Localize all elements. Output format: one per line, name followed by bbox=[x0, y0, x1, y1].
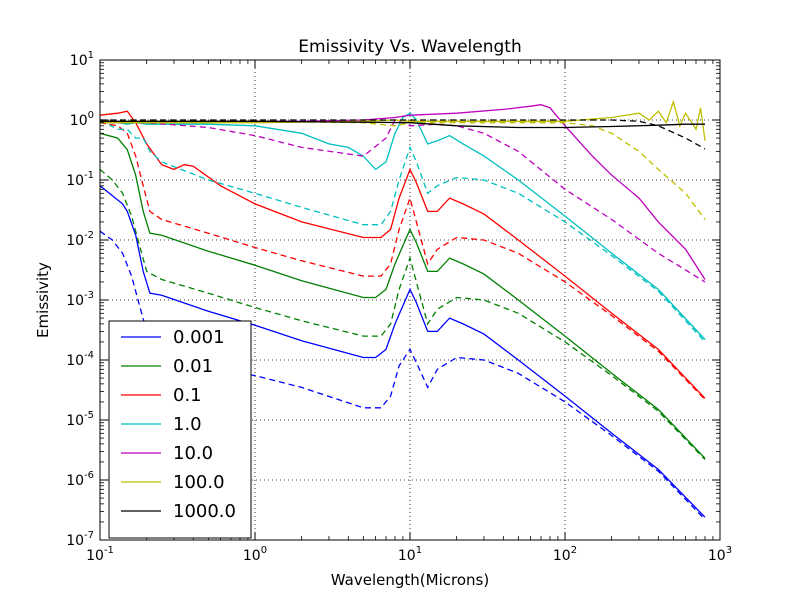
series-1000-0-solid-line bbox=[100, 120, 705, 129]
y-axis-label: Emissivity bbox=[34, 262, 52, 338]
series-100-0-solid-line bbox=[100, 99, 706, 141]
legend-box bbox=[108, 320, 252, 539]
y-tick-label: 101 bbox=[70, 50, 94, 69]
y-tick-label: 10-3 bbox=[66, 290, 94, 309]
chart-title: Emissivity Vs. Wavelength bbox=[298, 37, 522, 57]
legend-label-0-01: 0.01 bbox=[173, 356, 213, 377]
series-0-1-solid-line bbox=[100, 110, 706, 399]
legend-label-1000-0: 1000.0 bbox=[173, 501, 236, 522]
legend-label-100-0: 100.0 bbox=[173, 472, 225, 493]
x-tick-label: 103 bbox=[708, 545, 732, 564]
y-tick-label: 10-7 bbox=[66, 530, 94, 549]
series-100-0-dashed-line bbox=[100, 120, 706, 220]
y-tick-label: 10-5 bbox=[66, 410, 94, 429]
y-tick-label: 10-4 bbox=[66, 350, 94, 369]
y-tick-label: 10-6 bbox=[66, 470, 94, 489]
axis-ticks: 10-1 100 101 102 103 10-7 10-6 10-5 10-4 10-3 10-2… bbox=[66, 50, 732, 564]
legend-label-0-1: 0.1 bbox=[173, 385, 202, 406]
series-0-1-dashed-line bbox=[100, 122, 706, 400]
series-0-001-dashed-line bbox=[100, 230, 706, 520]
legend-label-0-001: 0.001 bbox=[173, 327, 225, 348]
series-0-01-dashed-line bbox=[100, 168, 706, 460]
series-10-0-dashed-line bbox=[100, 119, 706, 283]
x-tick-label: 10-1 bbox=[86, 545, 114, 564]
x-tick-label: 101 bbox=[398, 545, 422, 564]
x-tick-label: 102 bbox=[553, 545, 577, 564]
series-lines bbox=[100, 99, 706, 520]
series-0-001-solid-line bbox=[100, 185, 706, 518]
legend-label-10-0: 10.0 bbox=[173, 443, 213, 464]
y-tick-label: 100 bbox=[70, 110, 94, 129]
y-tick-label: 10-2 bbox=[66, 230, 94, 249]
series-0-01-solid-line bbox=[100, 132, 706, 459]
legend-label-1-0: 1.0 bbox=[173, 414, 202, 435]
x-axis-label: Wavelength(Microns) bbox=[331, 571, 489, 589]
y-tick-label: 10-1 bbox=[66, 170, 94, 189]
x-tick-label: 100 bbox=[243, 545, 267, 564]
series-1-0-dashed-line bbox=[100, 119, 706, 343]
legend: 0.001 0.01 0.1 1.0 10.0 100.0 1000.0 bbox=[108, 320, 252, 539]
series-1-0-solid-line bbox=[100, 112, 706, 340]
series-1000-0-dashed-line bbox=[100, 119, 706, 150]
